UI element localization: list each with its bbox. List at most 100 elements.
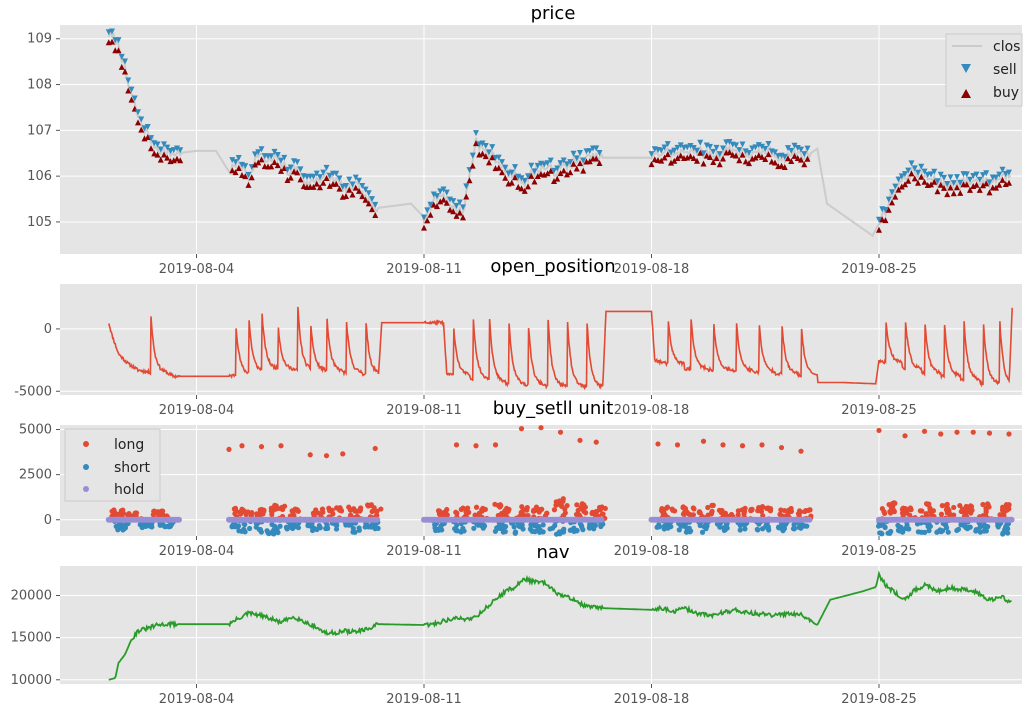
sell-marker xyxy=(242,163,249,170)
hold-point xyxy=(806,516,813,523)
short-point xyxy=(656,524,663,530)
sell-marker xyxy=(957,179,964,186)
long-point xyxy=(1000,504,1006,510)
long-point xyxy=(926,501,932,507)
price-legend: clos sell buy xyxy=(945,33,1023,107)
buy-marker xyxy=(967,186,973,193)
sell-marker xyxy=(726,139,733,146)
legend-long-swatch xyxy=(83,441,89,447)
buy-marker xyxy=(697,149,704,156)
short-point xyxy=(459,527,465,534)
legend-hold-label: hold xyxy=(114,482,144,498)
long-point xyxy=(781,507,787,514)
buy-marker xyxy=(525,183,531,190)
buy-marker xyxy=(918,173,925,180)
legend-buy-swatch xyxy=(961,89,971,98)
buy-marker xyxy=(245,181,252,188)
short-point xyxy=(678,522,684,528)
sell-marker xyxy=(343,182,349,189)
long-point xyxy=(759,442,765,448)
long-point xyxy=(378,506,384,512)
sell-marker xyxy=(733,142,739,149)
long-point xyxy=(708,511,714,517)
sell-marker xyxy=(573,155,580,162)
buy-marker xyxy=(947,184,954,191)
buy-marker xyxy=(174,155,180,162)
buy-marker xyxy=(466,177,473,184)
long-point xyxy=(320,509,326,515)
buy-marker xyxy=(528,172,535,179)
buy-marker xyxy=(430,201,437,208)
sell-marker xyxy=(570,150,577,157)
hold-point xyxy=(175,516,182,523)
sell-marker xyxy=(352,174,359,181)
long-point xyxy=(983,508,989,514)
sell-marker xyxy=(177,147,184,154)
buy-marker xyxy=(746,160,752,167)
short-point xyxy=(737,527,743,533)
buy-marker xyxy=(508,179,515,186)
buy-marker xyxy=(573,165,580,172)
sell-marker xyxy=(508,169,515,176)
x-tick-label: 2019-08-25 xyxy=(841,262,917,277)
long-point xyxy=(556,498,563,504)
long-point xyxy=(238,509,244,515)
buy-marker xyxy=(177,157,184,164)
x-tick-label: 2019-08-11 xyxy=(386,692,462,707)
short-point xyxy=(977,524,983,530)
y-tick-label: 10000 xyxy=(11,673,52,688)
price-series xyxy=(105,28,1012,238)
nav-title: nav xyxy=(536,542,569,563)
long-point xyxy=(374,508,380,514)
long-point xyxy=(954,429,960,435)
long-point xyxy=(307,452,313,458)
long-point xyxy=(369,508,375,515)
y-tick-label: -5000 xyxy=(14,384,52,399)
long-point xyxy=(735,508,741,514)
legend-hold-swatch xyxy=(83,486,89,492)
short-point xyxy=(433,527,439,534)
sell-marker xyxy=(148,135,154,142)
buy-marker xyxy=(252,161,258,168)
long-point xyxy=(374,512,380,518)
buy-marker xyxy=(801,161,808,168)
sell-marker xyxy=(564,161,570,168)
buy-marker xyxy=(242,173,249,180)
buy-marker xyxy=(352,184,359,191)
long-point xyxy=(480,505,486,512)
buy-marker xyxy=(778,162,785,169)
sell-marker xyxy=(138,116,145,123)
long-point xyxy=(315,510,321,516)
sell-marker xyxy=(934,178,941,185)
buy-marker xyxy=(768,158,775,165)
sell-marker xyxy=(541,161,548,168)
short-point xyxy=(520,526,526,532)
sell-marker xyxy=(268,153,275,160)
sell-marker xyxy=(937,171,944,178)
buy-marker xyxy=(700,160,707,167)
long-point xyxy=(518,426,525,432)
buy-marker xyxy=(138,126,145,133)
long-point xyxy=(589,509,596,515)
buy-marker xyxy=(284,176,291,183)
sell-marker xyxy=(915,169,921,176)
buy-marker xyxy=(668,159,674,166)
buy-marker xyxy=(495,164,502,171)
hold-point xyxy=(598,516,605,523)
short-point xyxy=(755,527,761,533)
buy-marker xyxy=(157,156,164,163)
short-point xyxy=(264,528,270,534)
buy-marker xyxy=(336,185,343,192)
long-point xyxy=(120,510,127,516)
long-point xyxy=(440,510,446,516)
x-tick-label: 2019-08-18 xyxy=(614,262,690,277)
long-point xyxy=(268,505,274,511)
sell-marker xyxy=(983,170,990,177)
sell-marker xyxy=(232,159,239,166)
buy-marker xyxy=(281,164,288,171)
buy-marker xyxy=(564,171,570,178)
sell-marker xyxy=(970,172,977,179)
sell-marker xyxy=(973,171,980,178)
long-point xyxy=(524,504,530,511)
